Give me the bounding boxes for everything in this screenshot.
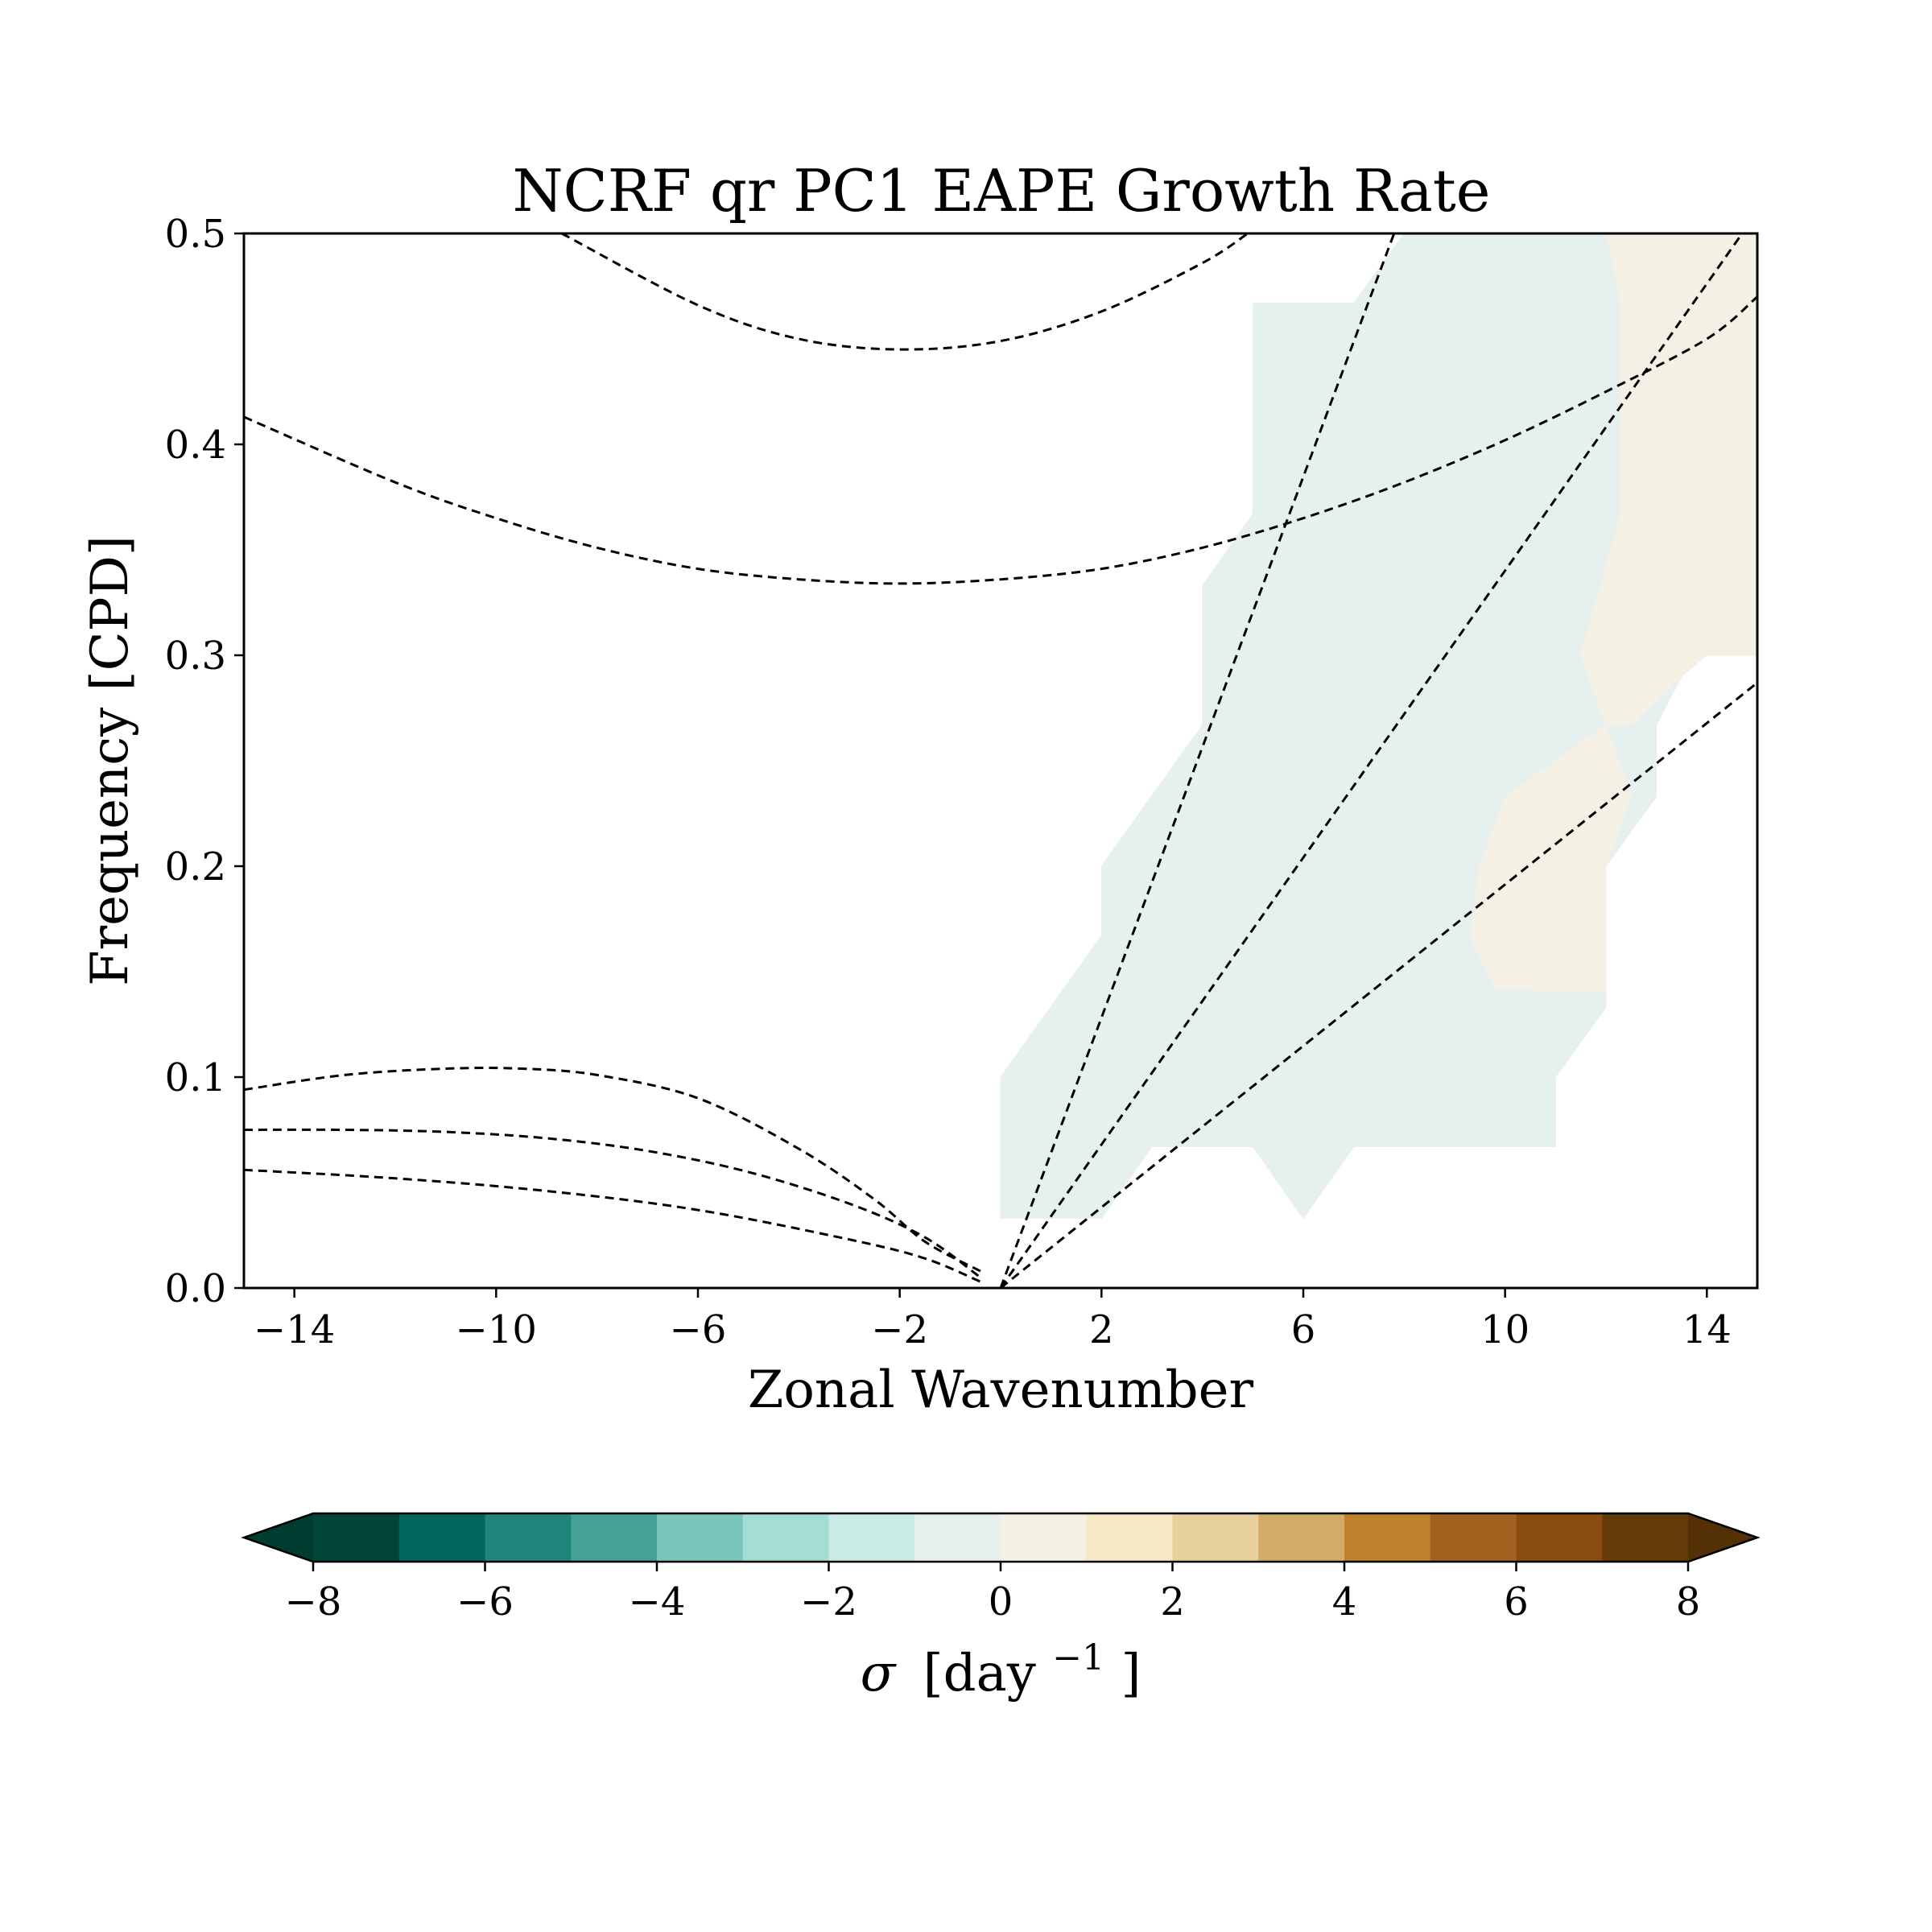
colorbar-tick-label: 8 — [1676, 1579, 1701, 1624]
y-tick-label: 0.2 — [165, 844, 226, 890]
colorbar-tick-label: −6 — [456, 1579, 514, 1624]
colorbar-tick-label: −2 — [800, 1579, 857, 1624]
colorbar-tick-label: 0 — [989, 1579, 1013, 1624]
x-tick-label: 14 — [1682, 1307, 1732, 1352]
dispersion-curve-0 — [561, 233, 1249, 351]
colorbar-segment — [1086, 1513, 1174, 1562]
colorbar-segment — [1258, 1513, 1345, 1562]
colorbar-segment — [571, 1513, 658, 1562]
x-tick-label: −14 — [254, 1307, 335, 1352]
colorbar-segment — [398, 1513, 486, 1562]
plot-frame — [242, 232, 1759, 1290]
y-tick-label: 0.1 — [165, 1055, 226, 1100]
dispersion-curve-2 — [244, 1067, 981, 1273]
dispersion-curves — [244, 233, 1757, 1288]
colorbar-ticks: −8 −6 −4 −2 0 2 4 6 8 — [285, 1562, 1701, 1624]
colorbar-segment — [828, 1513, 915, 1562]
colorbar-label: σ [day −1 ] — [861, 1623, 1141, 1703]
colorbar — [241, 1512, 1761, 1563]
colorbar-segment — [1430, 1513, 1517, 1562]
colorbar-segment — [742, 1513, 830, 1562]
filled-contours — [1000, 233, 1757, 1220]
contour-region-1 — [1580, 233, 1757, 725]
colorbar-segment — [313, 1513, 400, 1562]
dispersion-curve-7 — [1000, 681, 1757, 1288]
colorbar-label-exponent: −1 — [1052, 1637, 1104, 1678]
colorbar-extend-low — [244, 1513, 313, 1562]
chart-title: NCRF qr PC1 EAPE Growth Rate — [513, 157, 1491, 225]
colorbar-tick-label: 6 — [1504, 1579, 1529, 1624]
colorbar-tick-label: 4 — [1332, 1579, 1357, 1624]
y-tick-label: 0.3 — [165, 634, 226, 679]
x-tick-label: 2 — [1089, 1307, 1114, 1352]
dispersion-curve-6 — [999, 233, 1744, 1288]
colorbar-segment — [485, 1513, 572, 1562]
colorbar-segment — [1001, 1513, 1088, 1562]
x-tick-label: 6 — [1291, 1307, 1316, 1352]
contour-region-2 — [1469, 724, 1632, 993]
colorbar-segment — [1172, 1513, 1259, 1562]
colorbar-segment — [1344, 1513, 1431, 1562]
colorbar-segment — [657, 1513, 744, 1562]
colorbar-tick-label: −4 — [629, 1579, 686, 1624]
colorbar-segment — [914, 1513, 1001, 1562]
dispersion-curve-1 — [244, 295, 1757, 585]
colorbar-label-symbol: σ — [861, 1644, 898, 1703]
colorbar-segment — [1602, 1513, 1689, 1562]
colorbar-tick-label: 2 — [1160, 1579, 1185, 1624]
y-axis: 0.0 0.1 0.2 0.3 0.4 0.5 — [165, 212, 244, 1311]
plot-area — [242, 232, 1759, 1290]
x-tick-label: −10 — [456, 1307, 537, 1352]
y-tick-label: 0.5 — [165, 212, 226, 257]
x-tick-label: −2 — [871, 1307, 928, 1352]
y-tick-label: 0.4 — [165, 423, 226, 468]
dispersion-curve-4 — [244, 1168, 981, 1283]
x-axis: −14 −10 −6 −2 2 6 10 14 — [254, 1288, 1732, 1352]
dispersion-curve-3 — [244, 1128, 981, 1279]
x-tick-label: 10 — [1480, 1307, 1530, 1352]
colorbar-label-close: ] — [1121, 1644, 1141, 1703]
x-tick-label: −6 — [670, 1307, 727, 1352]
colorbar-label-unit: [day — [923, 1644, 1036, 1703]
y-axis-label: Frequency [CPD] — [80, 535, 140, 986]
y-tick-label: 0.0 — [165, 1266, 226, 1311]
contour-region-0 — [1000, 233, 1682, 1220]
colorbar-tick-label: −8 — [285, 1579, 342, 1624]
colorbar-segment — [1516, 1513, 1603, 1562]
colorbar-extend-high — [1688, 1513, 1757, 1562]
x-axis-label: Zonal Wavenumber — [748, 1360, 1254, 1420]
